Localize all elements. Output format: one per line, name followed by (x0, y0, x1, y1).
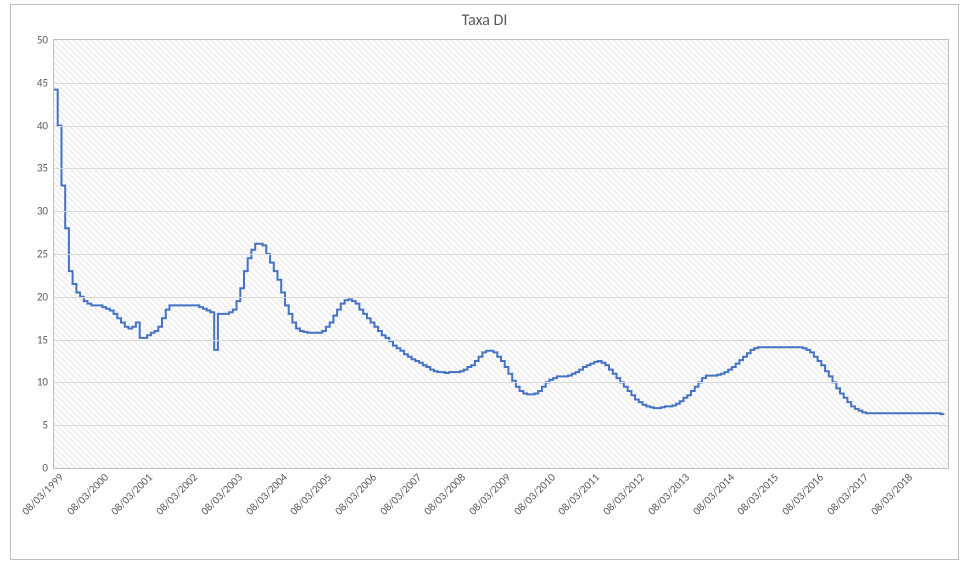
taxa-di-line (54, 90, 944, 415)
gridline (54, 83, 948, 84)
y-tick-label: 45 (37, 76, 54, 89)
y-tick-label: 50 (37, 34, 54, 47)
x-tick-label: 08/03/1999 (16, 468, 66, 518)
gridline (54, 297, 948, 298)
y-tick-label: 10 (37, 376, 54, 389)
y-tick-label: 15 (37, 333, 54, 346)
x-tick-label: 08/03/2002 (151, 468, 201, 518)
x-tick-label: 08/03/2000 (61, 468, 111, 518)
chart-container: Taxa DI 0510152025303540455008/03/199908… (10, 4, 959, 560)
gridline (54, 168, 948, 169)
gridline (54, 211, 948, 212)
gridline (54, 340, 948, 341)
gridline (54, 254, 948, 255)
x-tick-label: 08/03/2013 (642, 468, 692, 518)
x-tick-label: 08/03/2012 (598, 468, 648, 518)
y-tick-label: 5 (42, 419, 54, 432)
x-tick-label: 08/03/2014 (687, 468, 737, 518)
x-tick-label: 08/03/2008 (419, 468, 469, 518)
x-tick-label: 08/03/2016 (776, 468, 826, 518)
y-tick-label: 20 (37, 290, 54, 303)
y-tick-label: 35 (37, 162, 54, 175)
x-tick-label: 08/03/2018 (866, 468, 916, 518)
gridline (54, 382, 948, 383)
x-tick-label: 08/03/2011 (553, 468, 603, 518)
plot-area: 0510152025303540455008/03/199908/03/2000… (53, 39, 949, 469)
gridline (54, 425, 948, 426)
x-tick-label: 08/03/2015 (732, 468, 782, 518)
x-tick-label: 08/03/2010 (508, 468, 558, 518)
y-tick-label: 40 (37, 119, 54, 132)
x-tick-label: 08/03/2001 (106, 468, 156, 518)
x-tick-label: 08/03/2007 (374, 468, 424, 518)
y-tick-label: 30 (37, 205, 54, 218)
chart-title: Taxa DI (11, 11, 958, 30)
x-tick-label: 08/03/2003 (195, 468, 245, 518)
x-tick-label: 08/03/2005 (285, 468, 335, 518)
y-tick-label: 25 (37, 248, 54, 261)
gridline (54, 126, 948, 127)
x-tick-label: 08/03/2004 (240, 468, 290, 518)
x-tick-label: 08/03/2009 (463, 468, 513, 518)
x-tick-label: 08/03/2006 (329, 468, 379, 518)
x-tick-label: 08/03/2017 (821, 468, 871, 518)
